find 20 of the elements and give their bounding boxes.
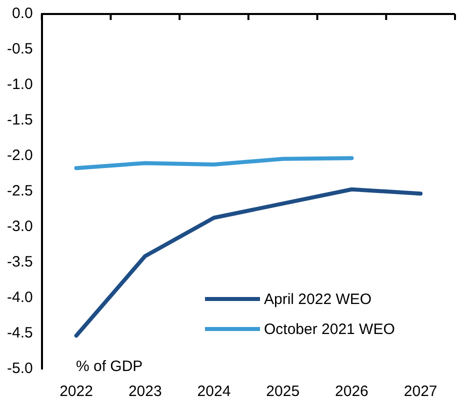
y-tick-label: 0.0 <box>12 5 33 22</box>
legend-label: April 2022 WEO <box>264 290 372 308</box>
y-tick-label: -0.5 <box>6 40 33 58</box>
x-tick-label: 2023 <box>128 383 162 400</box>
y-tick-label: -1.0 <box>6 76 33 94</box>
y-tick-label: -3.5 <box>6 254 33 271</box>
y-tick-label: -1.5 <box>6 112 33 129</box>
x-tick-label: 2026 <box>335 383 368 400</box>
x-tick-label: 2022 <box>60 383 93 400</box>
y-tick-label: -4.5 <box>6 324 33 342</box>
y-tick-label: -2.0 <box>6 147 33 164</box>
x-tick-label: 2027 <box>404 383 438 400</box>
x-tick-label: 2025 <box>266 383 300 400</box>
x-tick-label: 2024 <box>197 383 231 400</box>
y-tick-label: -2.5 <box>6 182 33 200</box>
y-tick-label: -3.0 <box>6 218 33 236</box>
y-tick-label: -5.0 <box>6 360 33 378</box>
annotation: % of GDP <box>76 358 143 375</box>
legend-label: October 2021 WEO <box>264 320 395 338</box>
y-tick-label: -4.0 <box>6 289 33 306</box>
